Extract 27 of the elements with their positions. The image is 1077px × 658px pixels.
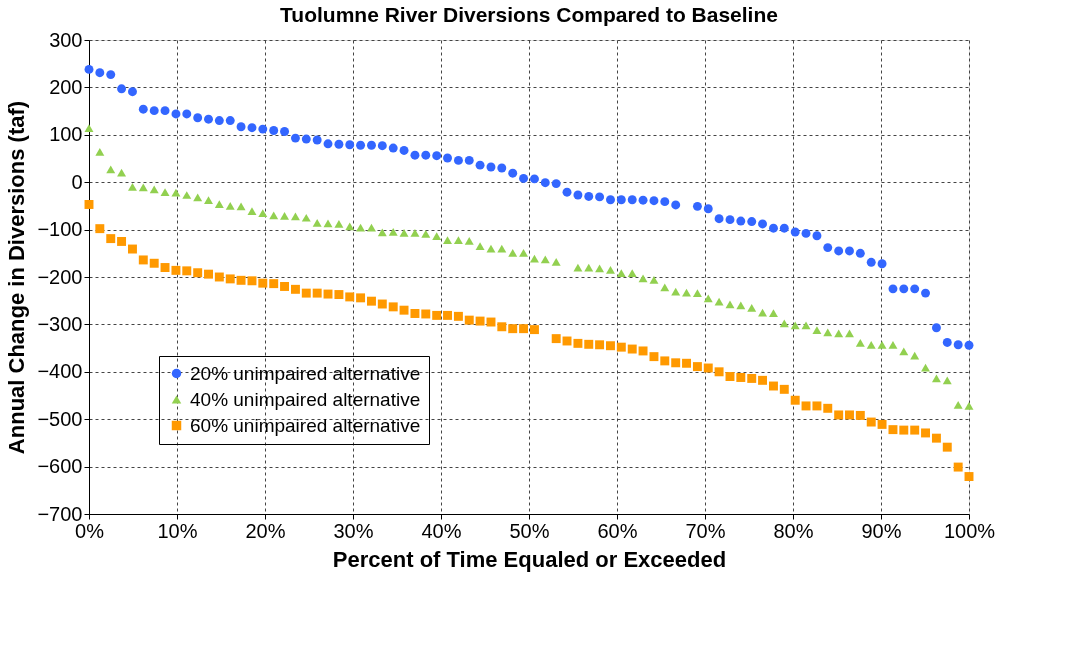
y-tick-label: −400 bbox=[37, 360, 83, 383]
y-axis-title: Annual Change in Diversions (taf) bbox=[4, 100, 30, 455]
x-tick-label: 90% bbox=[861, 519, 902, 542]
x-axis-title: Percent of Time Equaled or Exceeded bbox=[332, 546, 727, 572]
y-tick-label: −700 bbox=[37, 502, 83, 525]
y-tick-label: 300 bbox=[49, 28, 83, 51]
x-tick-label: 40% bbox=[421, 519, 462, 542]
x-tick-label: 30% bbox=[333, 519, 374, 542]
y-tick-label: −500 bbox=[37, 407, 83, 430]
y-tick-label: 200 bbox=[49, 75, 83, 98]
x-tick-label: 80% bbox=[773, 519, 814, 542]
y-tick-label: −200 bbox=[37, 265, 83, 288]
x-tick-label: 60% bbox=[597, 519, 638, 542]
x-tick-label: 10% bbox=[157, 519, 198, 542]
y-tick-label: −600 bbox=[37, 455, 83, 478]
y-tick-label: 100 bbox=[49, 123, 83, 146]
chart-title: Tuolumne River Diversions Compared to Baseline bbox=[280, 3, 778, 26]
legend-label: 40% unimpaired alternative bbox=[190, 388, 421, 410]
legend-label: 60% unimpaired alternative bbox=[190, 414, 421, 436]
x-tick-label: 100% bbox=[943, 519, 996, 542]
legend-label: 20% unimpaired alternative bbox=[190, 362, 421, 384]
x-tick-label: 70% bbox=[685, 519, 726, 542]
y-tick-label: −300 bbox=[37, 312, 83, 335]
y-tick-label: −100 bbox=[37, 218, 83, 241]
x-tick-label: 50% bbox=[509, 519, 550, 542]
y-tick-label: 0 bbox=[71, 170, 83, 193]
x-tick-label: 20% bbox=[245, 519, 286, 542]
